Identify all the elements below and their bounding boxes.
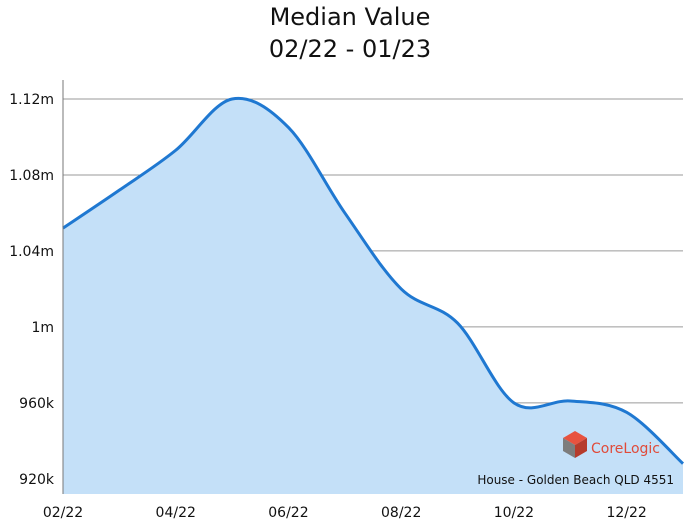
chart-title: Median Value <box>269 3 431 31</box>
y-tick-label: 1.08m <box>9 168 54 184</box>
y-tick-label: 1m <box>31 320 54 336</box>
x-tick-labels: 02/22 04/22 06/22 08/22 10/22 12/22 <box>43 505 647 521</box>
median-value-line <box>62 96 685 465</box>
y-tick-label: 1.04m <box>9 244 54 260</box>
x-tick-label: 10/22 <box>494 505 534 521</box>
corelogic-brand-label: CoreLogic <box>591 441 660 457</box>
corelogic-cube-icon <box>563 431 587 458</box>
x-tick-label: 12/22 <box>606 505 646 521</box>
median-value-area <box>63 98 683 494</box>
y-tick-labels: 920k 960k 1m 1.04m 1.08m 1.12m <box>9 92 55 488</box>
y-tick-label: 920k <box>19 472 55 488</box>
y-tick-label: 1.12m <box>9 92 54 108</box>
x-tick-label: 06/22 <box>268 505 308 521</box>
chart-subtitle: 02/22 - 01/23 <box>268 35 432 63</box>
y-tick-label: 960k <box>19 396 55 412</box>
chart-caption: House - Golden Beach QLD 4551 <box>477 473 674 487</box>
x-tick-label: 02/22 <box>43 505 83 521</box>
x-tick-label: 08/22 <box>381 505 421 521</box>
x-tick-label: 04/22 <box>156 505 196 521</box>
